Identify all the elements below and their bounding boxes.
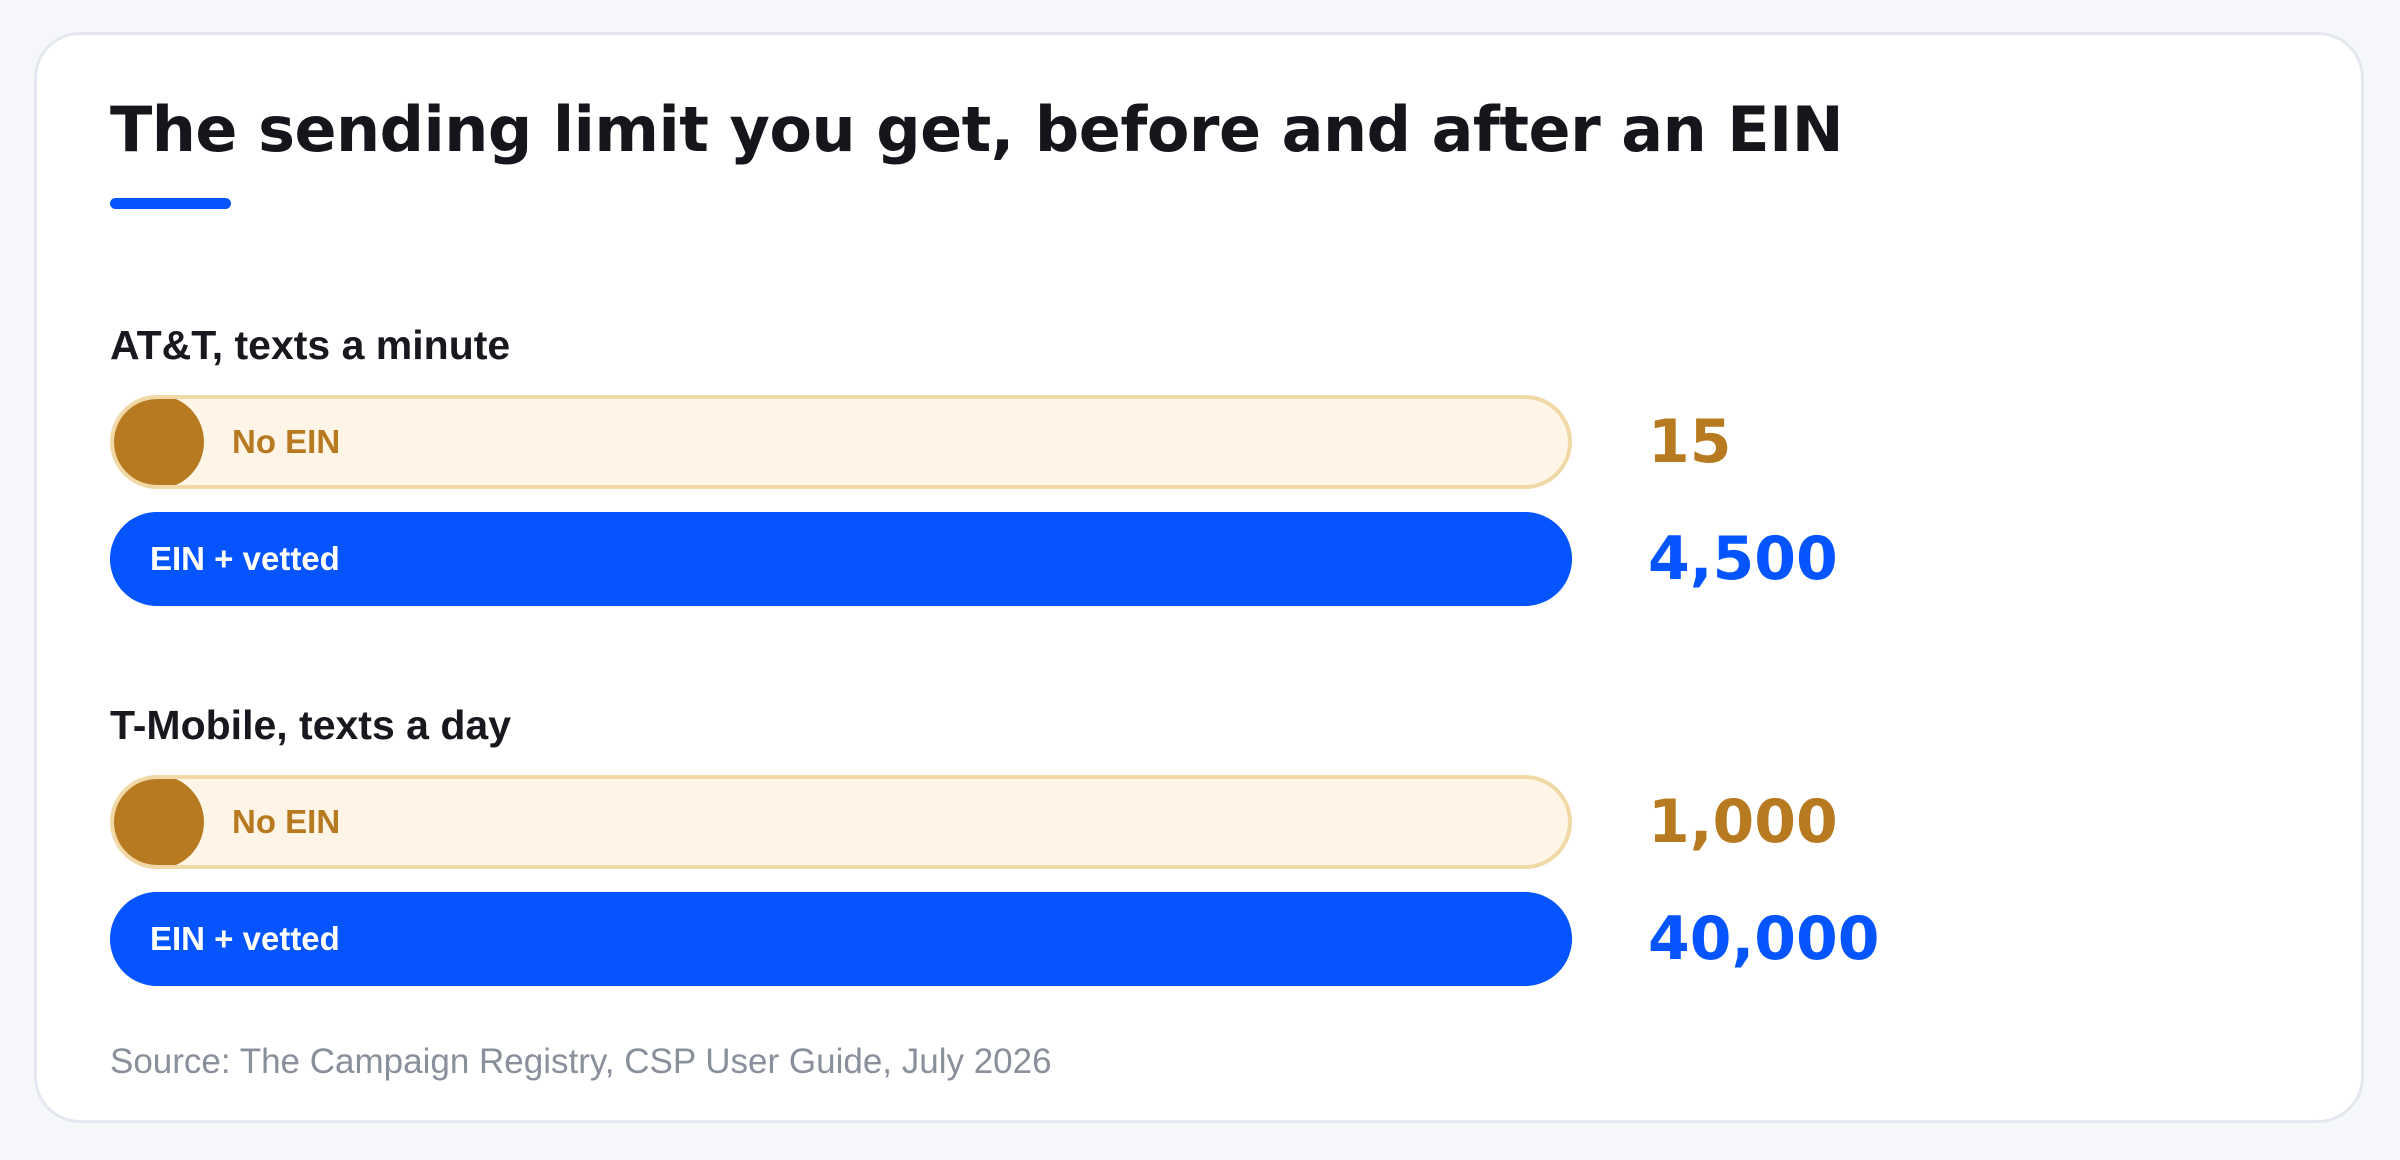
bar-track-tmobile-ein-vetted: EIN + vetted (110, 892, 1572, 986)
bar-att-no-ein (114, 399, 204, 485)
bar-label-tmobile-no-ein: No EIN (232, 803, 341, 840)
group-title-tmobile: T-Mobile, texts a day (110, 702, 511, 748)
value-label-att-no-ein: 15 (1648, 407, 1732, 477)
value-label-att-ein-vetted: 4,500 (1648, 524, 1838, 594)
bar-label-att-no-ein: No EIN (232, 423, 341, 460)
bar-tmobile-ein-vetted (110, 892, 1572, 986)
bar-label-tmobile-ein-vetted: EIN + vetted (150, 920, 340, 957)
bar-att-ein-vetted (110, 512, 1572, 606)
group-title-att: AT&T, texts a minute (110, 322, 511, 368)
bar-label-att-ein-vetted: EIN + vetted (150, 540, 340, 577)
chart-title: The sending limit you get, before and af… (110, 93, 1844, 166)
bar-track-att-no-ein: No EIN (110, 395, 1572, 489)
title-accent-rule (110, 198, 231, 209)
value-label-tmobile-ein-vetted: 40,000 (1648, 904, 1880, 974)
bar-tmobile-no-ein (114, 779, 204, 865)
bar-track-att-ein-vetted: EIN + vetted (110, 512, 1572, 606)
value-label-tmobile-no-ein: 1,000 (1648, 787, 1838, 857)
bar-track-tmobile-no-ein: No EIN (110, 775, 1572, 869)
source-note: Source: The Campaign Registry, CSP User … (110, 1042, 1052, 1081)
